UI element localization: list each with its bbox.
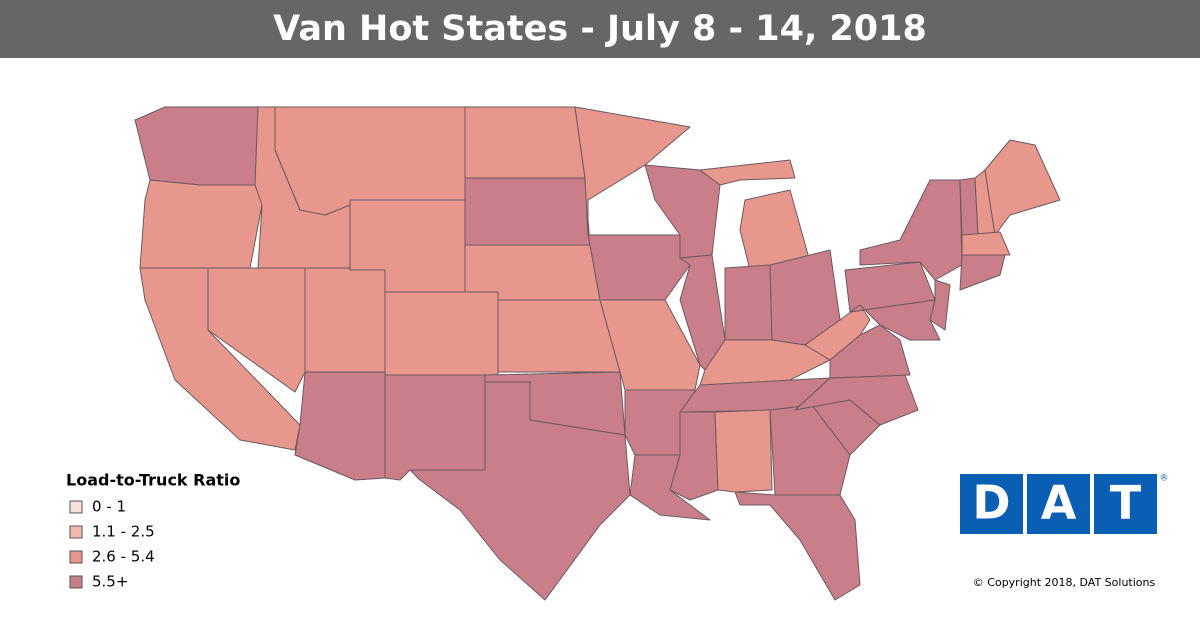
legend: 0 - 1 1.1 - 2.5 2.6 - 5.4 5.5+ xyxy=(69,498,155,591)
legend-swatch xyxy=(69,500,83,514)
logo-mark: ® xyxy=(1160,474,1169,484)
state xyxy=(699,159,796,186)
legend-title: Load-to-Truck Ratio xyxy=(66,471,240,490)
state xyxy=(304,267,386,373)
legend-label: 2.6 - 5.4 xyxy=(92,548,155,566)
state xyxy=(679,254,726,371)
logo-box xyxy=(960,474,1023,534)
state xyxy=(734,491,861,601)
legend-label: 0 - 1 xyxy=(92,498,126,516)
logo-box xyxy=(1027,474,1090,534)
state xyxy=(294,371,386,481)
legend-label: 5.5+ xyxy=(92,573,128,591)
state xyxy=(929,279,951,331)
state xyxy=(134,106,261,186)
state xyxy=(409,381,631,601)
state xyxy=(959,254,1006,291)
legend-swatch xyxy=(69,525,83,539)
state xyxy=(587,234,691,301)
states xyxy=(134,106,1061,601)
state xyxy=(804,304,871,361)
legend-label: 1.1 - 2.5 xyxy=(92,523,155,541)
state xyxy=(984,139,1061,236)
legend-swatch xyxy=(69,575,83,589)
state xyxy=(961,231,1011,256)
title: Van Hot States - July 8 - 14, 2018 xyxy=(273,9,927,49)
state xyxy=(574,106,691,236)
logo-letter: T xyxy=(1110,476,1142,530)
state xyxy=(464,106,586,179)
state xyxy=(384,291,499,376)
state xyxy=(384,374,486,481)
title-bar: Van Hot States - July 8 - 14, 2018 xyxy=(0,0,1200,58)
state xyxy=(139,179,263,269)
legend-swatch xyxy=(69,550,83,564)
state xyxy=(849,299,941,341)
logo-box xyxy=(1094,474,1157,534)
state xyxy=(274,106,466,216)
logo-letter: D xyxy=(972,476,1010,530)
copyright: © Copyright 2018, DAT Solutions xyxy=(973,576,1156,589)
state xyxy=(464,244,601,301)
state xyxy=(464,177,591,246)
state xyxy=(497,299,621,373)
logo-letter: A xyxy=(1041,476,1077,530)
logo: D A T ® xyxy=(960,474,1169,534)
state xyxy=(714,409,773,493)
